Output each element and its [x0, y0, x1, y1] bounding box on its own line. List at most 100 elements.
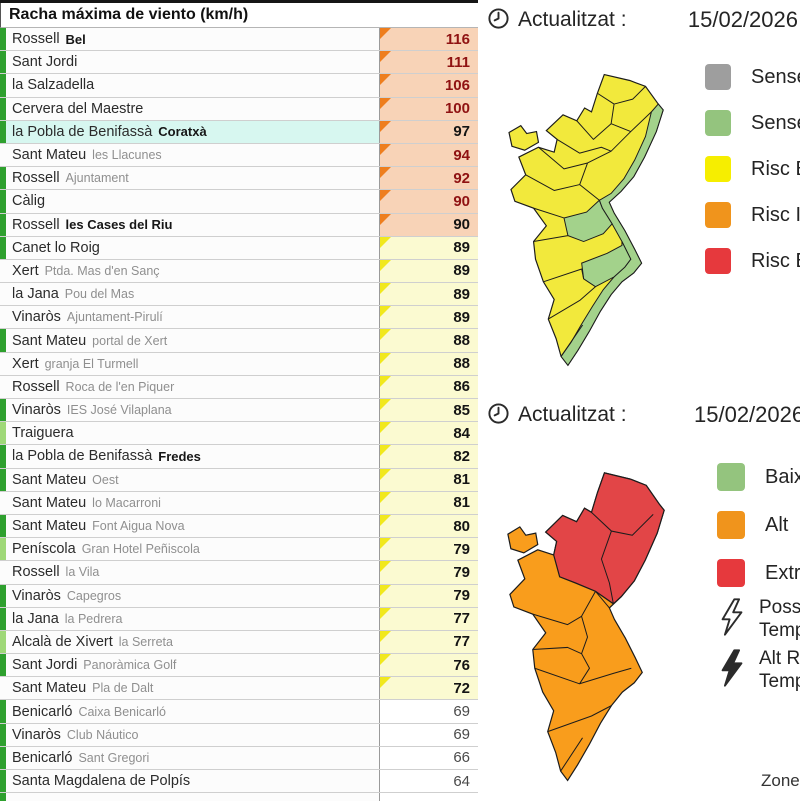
gust-value-cell: 89: [379, 259, 478, 283]
table-row[interactable]: Sant Jordi Panoràmica Golf 76: [0, 654, 478, 678]
table-row[interactable]: Sant Mateu Font Aigua Nova 80: [0, 514, 478, 539]
table-row[interactable]: Benicarló Sant Gregori 66: [0, 746, 478, 770]
table-row[interactable]: Xert Ptda. Mas d'en Sanç 89: [0, 259, 478, 284]
station-sub-name: Bel: [65, 31, 86, 47]
table-row[interactable]: Cervera del Maestre 100: [0, 97, 478, 121]
table-row[interactable]: Sant Mateu portal de Xert 88: [0, 329, 478, 353]
corner-marker-icon: [380, 375, 391, 387]
gust-value: 82: [453, 447, 470, 465]
risk-map[interactable]: [484, 53, 698, 379]
table-row[interactable]: Rossell Roca de l'en Piquer 86: [0, 375, 478, 399]
table-row[interactable]: Càlig 90: [0, 190, 478, 214]
station-name-cell: la Pobla de Benifassà Coratxà: [6, 120, 379, 143]
station-sub-name: Ajuntament-Pirulí: [66, 310, 163, 325]
table-row[interactable]: Sant Jordi 111: [0, 51, 478, 75]
freshness-bar: [0, 445, 6, 468]
gust-value: 86: [453, 378, 470, 396]
station-sub-name: Ptda. Mas d'en Sanç: [44, 263, 160, 278]
legend-item: Extre: [717, 559, 800, 587]
freshness-bar: [0, 468, 6, 491]
station-name-cell: Rossell Ajuntament: [6, 167, 379, 189]
gust-value-cell: 89: [379, 283, 478, 306]
table-row[interactable]: Sant Mateu Pla de Dalt 72: [0, 677, 478, 701]
table-row[interactable]: Sant Mateu lo Macarroni 81: [0, 491, 478, 515]
table-row[interactable]: Vinaròs Capegros 79: [0, 584, 478, 608]
table-row[interactable]: Vinaròs IES José Vilaplana 85: [0, 399, 478, 423]
gust-value: 66: [453, 749, 470, 767]
freshness-bar: [0, 74, 6, 97]
gust-value: 77: [453, 633, 470, 651]
gust-value: 76: [453, 656, 470, 674]
table-row[interactable]: la Pobla de Benifassà Fredes 82: [0, 445, 478, 469]
municipality-name: Canet lo Roig: [12, 239, 100, 256]
table-row[interactable]: Canet lo Roig 89: [0, 236, 478, 260]
gust-value: 79: [453, 563, 470, 581]
table-row[interactable]: [0, 793, 478, 801]
corner-marker-icon: [380, 561, 391, 573]
legend-label: Risc In: [751, 203, 800, 226]
gust-value-cell: 88: [379, 329, 478, 352]
storm-legend-label: PossTemp: [759, 597, 800, 641]
freshness-bar: [0, 236, 6, 259]
alert-map[interactable]: [484, 450, 698, 795]
table-row[interactable]: la Jana Pou del Mas 89: [0, 283, 478, 307]
table-row[interactable]: Traiguera 84: [0, 422, 478, 446]
corner-marker-icon: [380, 538, 391, 550]
corner-marker-icon: [380, 306, 391, 318]
table-row[interactable]: Benicarló Caixa Benicarló 69: [0, 700, 478, 724]
station-name-cell: Benicarló Sant Gregori: [6, 747, 379, 769]
corner-marker-icon: [380, 28, 391, 39]
municipality-name: Peníscola: [12, 541, 76, 558]
storm-legend-label: Alt RTemp: [759, 648, 800, 692]
municipality-name: Sant Mateu: [12, 680, 87, 697]
station-sub-name: la Pedrera: [64, 611, 123, 626]
station-name-cell: Sant Jordi Panoràmica Golf: [6, 654, 379, 676]
gust-value: 100: [444, 100, 470, 118]
station-sub-name: Caixa Benicarló: [78, 704, 166, 719]
gust-value-cell: 79: [379, 538, 478, 561]
corner-marker-icon: [380, 143, 391, 155]
table-row[interactable]: Rossell la Vila 79: [0, 561, 478, 585]
station-name-cell: Càlig: [6, 190, 379, 212]
table-row[interactable]: la Jana la Pedrera 77: [0, 607, 478, 631]
corner-marker-icon: [380, 329, 391, 341]
table-row[interactable]: Rossell Ajuntament 92: [0, 167, 478, 191]
municipality-name: Vinaròs: [12, 402, 61, 419]
table-row[interactable]: Sant Mateu Oest 81: [0, 468, 478, 492]
legend-label: Sense: [751, 111, 800, 134]
legend-label: Alt: [765, 513, 789, 536]
station-sub-name: les Llacunes: [92, 148, 162, 163]
freshness-bar: [0, 97, 6, 120]
gust-value-cell: 86: [379, 375, 478, 398]
freshness-bar: [0, 746, 6, 769]
table-row[interactable]: Rossell les Cases del Riu 90: [0, 213, 478, 237]
zone-footer-label: Zone: [761, 771, 800, 790]
station-sub-name: Sant Gregori: [78, 750, 150, 765]
freshness-bar: [0, 630, 6, 654]
station-name-cell: Traiguera: [6, 422, 379, 444]
corner-marker-icon: [380, 213, 391, 225]
gust-value: 72: [453, 679, 470, 697]
station-name-cell: Sant Mateu Pla de Dalt: [6, 677, 379, 699]
table-row[interactable]: Rossell Bel 116: [0, 28, 478, 52]
table-row[interactable]: Xert granja El Turmell 88: [0, 352, 478, 376]
table-row[interactable]: Alcalà de Xivert la Serreta 77: [0, 630, 478, 655]
table-row[interactable]: la Salzadella 106: [0, 74, 478, 98]
table-row[interactable]: Sant Mateu les Llacunes 94: [0, 143, 478, 168]
table-row[interactable]: Peníscola Gran Hotel Peñiscola 79: [0, 538, 478, 562]
gust-value: 92: [453, 169, 470, 187]
table-row[interactable]: Vinaròs Club Náutico 69: [0, 723, 478, 747]
corner-marker-icon: [380, 584, 391, 596]
table-row[interactable]: Vinaròs Ajuntament-Pirulí 89: [0, 306, 478, 330]
station-sub-name: Pou del Mas: [64, 287, 135, 302]
table-row[interactable]: Santa Magdalena de Polpís 64: [0, 770, 478, 794]
station-name-cell: Sant Mateu Oest: [6, 469, 379, 491]
gust-value: 64: [453, 772, 470, 790]
station-name-cell: Sant Jordi: [6, 51, 379, 73]
station-name-cell: Rossell les Cases del Riu: [6, 214, 379, 236]
municipality-name: Sant Mateu: [12, 147, 87, 164]
table-row[interactable]: la Pobla de Benifassà Coratxà 97: [0, 120, 478, 144]
gust-value: 81: [453, 494, 470, 512]
gust-value: 90: [453, 192, 470, 210]
freshness-bar: [0, 167, 6, 190]
